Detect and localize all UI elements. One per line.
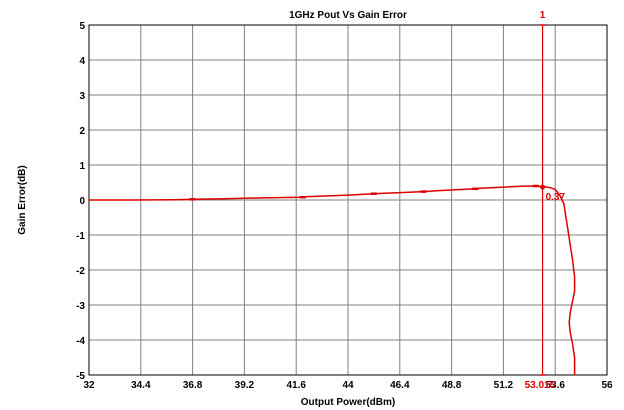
marker-y-readout: 0.37 [546, 192, 566, 203]
x-tick-label: 41.6 [286, 380, 306, 391]
x-tick-label: 53.6 [545, 380, 565, 391]
y-tick-label: 5 [79, 21, 85, 32]
y-tick-label: -3 [76, 301, 85, 312]
y-tick-label: 0 [79, 196, 85, 207]
grid [89, 25, 607, 375]
y-tick-label: -1 [76, 231, 85, 242]
y-tick-label: 1 [79, 161, 85, 172]
y-tick-label: -5 [76, 371, 85, 382]
marker-layer: 1 0.37 53.015 [525, 10, 566, 391]
x-tick-label: 46.4 [390, 380, 410, 391]
chart-title: 1GHz Pout Vs Gain Error [289, 10, 407, 21]
x-tick-label: 51.2 [494, 380, 514, 391]
marker-x-readout: 53.015 [525, 380, 556, 391]
x-tick-label: 44 [342, 380, 354, 391]
tick-labels: 32 34.4 36.8 39.2 41.6 44 46.4 48.8 51.2 53.6 5654… [76, 21, 613, 391]
marker-point [540, 184, 546, 190]
x-tick-label: 34.4 [131, 380, 151, 391]
y-tick-label: 2 [79, 126, 85, 137]
x-tick-label: 48.8 [442, 380, 462, 391]
y-tick-label: -2 [76, 266, 85, 277]
x-tick-label: 32 [83, 380, 95, 391]
x-tick-label: 36.8 [183, 380, 203, 391]
series-layer [89, 184, 576, 375]
marker-id-label: 1 [540, 10, 546, 21]
y-tick-label: -4 [76, 336, 85, 347]
y-tick-label: 4 [79, 56, 85, 67]
x-axis-label: Output Power(dBm) [301, 397, 395, 408]
series-line [89, 185, 576, 375]
y-axis-label: Gain Error(dB) [17, 165, 28, 234]
x-tick-label: 56 [601, 380, 613, 391]
y-tick-label: 3 [79, 91, 85, 102]
x-tick-label: 39.2 [235, 380, 255, 391]
